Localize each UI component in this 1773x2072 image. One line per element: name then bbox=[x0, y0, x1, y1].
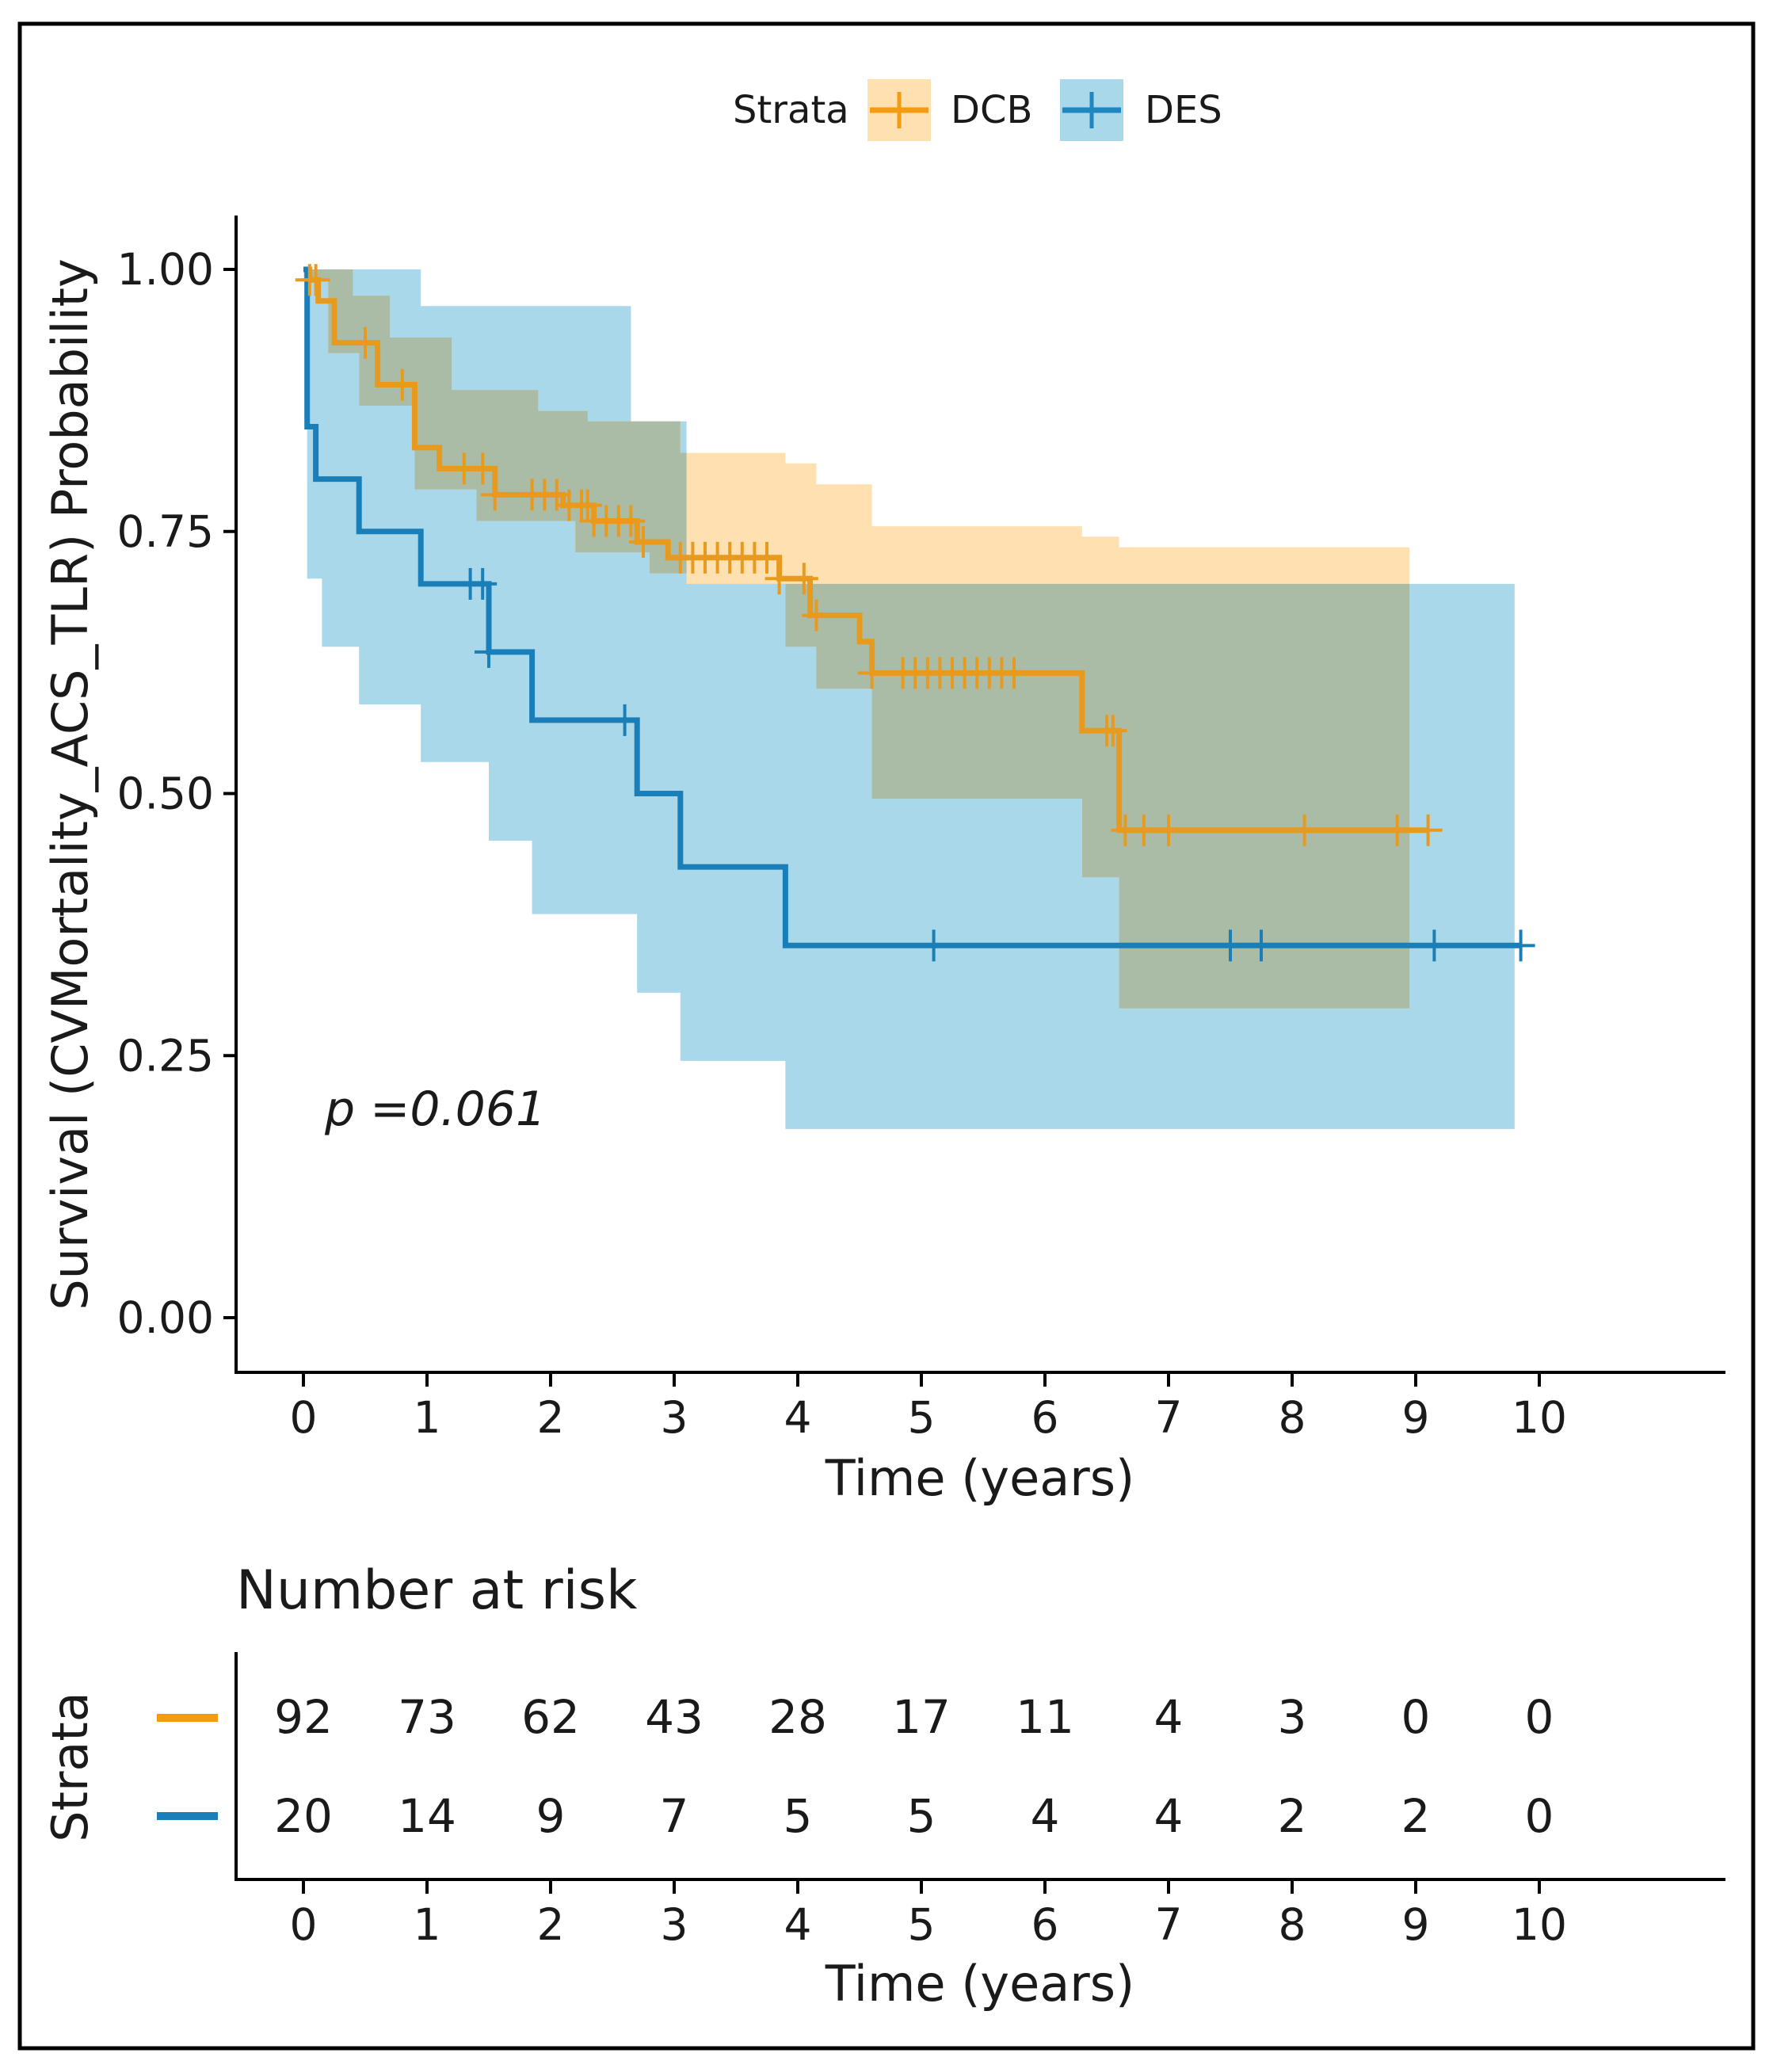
ci-band-overlap bbox=[303, 269, 1410, 1009]
y-tick-label: 0.00 bbox=[117, 1292, 214, 1343]
risk-number-des: 2 bbox=[1401, 1789, 1431, 1843]
x-axis-ticks: 0 1 2 3 4 5 6 7 8 9 10 bbox=[290, 1372, 1567, 1443]
x-tick-label: 3 bbox=[661, 1392, 688, 1443]
risk-table-y-title: Strata bbox=[41, 1692, 99, 1841]
x-tick-label: 10 bbox=[1512, 1392, 1567, 1443]
risk-x-tick-label: 7 bbox=[1155, 1899, 1183, 1950]
legend-label-dcb: DCB bbox=[951, 88, 1032, 132]
risk-x-tick-label: 10 bbox=[1512, 1899, 1567, 1950]
x-tick-label: 0 bbox=[290, 1392, 318, 1443]
y-tick-label: 0.25 bbox=[117, 1030, 214, 1081]
risk-numbers: 92 73 62 43 28 17 11 4 3 0 020 14 9 7 5 5 4 4 2 2 0 bbox=[274, 1690, 1554, 1843]
risk-number-dcb: 0 bbox=[1401, 1690, 1431, 1744]
y-axis-title: Survival (CVMortality_ACS_TLR) Probabili… bbox=[41, 258, 99, 1310]
risk-x-tick-label: 1 bbox=[414, 1899, 441, 1950]
risk-x-tick-label: 5 bbox=[908, 1899, 936, 1950]
risk-number-des: 7 bbox=[660, 1789, 689, 1843]
risk-table: Number at risk Strata 92 73 62 43 28 17 11 4 3 0 0… bbox=[41, 1559, 1725, 2013]
x-tick-label: 8 bbox=[1279, 1392, 1306, 1443]
risk-number-dcb: 0 bbox=[1525, 1690, 1554, 1744]
risk-number-dcb: 4 bbox=[1154, 1690, 1184, 1744]
risk-number-dcb: 17 bbox=[892, 1690, 951, 1744]
plot-area: 1.00 0.75 0.50 0.25 0.00 0 1 2 3 4 5 6 7 8 9 10 Time (… bbox=[41, 216, 1725, 1507]
x-tick-label: 7 bbox=[1155, 1392, 1183, 1443]
risk-x-tick-label: 3 bbox=[661, 1899, 688, 1950]
risk-x-tick-label: 2 bbox=[537, 1899, 565, 1950]
risk-number-des: 20 bbox=[274, 1789, 333, 1843]
y-tick-label: 0.75 bbox=[117, 506, 214, 557]
risk-x-tick-label: 4 bbox=[784, 1899, 812, 1950]
risk-number-des: 5 bbox=[907, 1789, 936, 1843]
risk-number-dcb: 92 bbox=[274, 1690, 333, 1744]
risk-number-des: 4 bbox=[1031, 1789, 1060, 1843]
survival-line-des bbox=[303, 266, 1521, 948]
x-tick-label: 4 bbox=[784, 1392, 812, 1443]
risk-table-title: Number at risk bbox=[236, 1559, 638, 1622]
legend-label-des: DES bbox=[1145, 88, 1222, 132]
risk-number-des: 2 bbox=[1278, 1789, 1307, 1843]
confidence-bands bbox=[303, 269, 1515, 1129]
risk-number-dcb: 11 bbox=[1016, 1690, 1074, 1744]
risk-number-dcb: 3 bbox=[1278, 1690, 1307, 1744]
risk-number-des: 0 bbox=[1525, 1789, 1554, 1843]
risk-x-axis-ticks: 0 1 2 3 4 5 6 7 8 9 10 bbox=[290, 1879, 1567, 1950]
x-tick-label: 6 bbox=[1031, 1392, 1059, 1443]
legend-title: Strata bbox=[733, 88, 849, 132]
risk-number-des: 4 bbox=[1154, 1789, 1184, 1843]
y-axis-ticks: 1.00 0.75 0.50 0.25 0.00 bbox=[117, 244, 236, 1343]
risk-number-dcb: 43 bbox=[645, 1690, 703, 1744]
risk-number-dcb: 62 bbox=[521, 1690, 580, 1744]
x-tick-label: 5 bbox=[908, 1392, 936, 1443]
x-tick-label: 9 bbox=[1402, 1392, 1430, 1443]
censor-marks bbox=[295, 264, 1535, 962]
risk-number-dcb: 73 bbox=[398, 1690, 456, 1744]
x-axis-title: Time (years) bbox=[825, 1449, 1134, 1507]
risk-number-dcb: 28 bbox=[768, 1690, 827, 1744]
risk-number-des: 14 bbox=[398, 1789, 456, 1843]
p-value-annotation: p =0.061 bbox=[324, 1082, 546, 1137]
risk-number-des: 9 bbox=[536, 1789, 566, 1843]
y-tick-label: 0.50 bbox=[117, 769, 214, 819]
risk-x-tick-label: 6 bbox=[1031, 1899, 1059, 1950]
risk-x-tick-label: 9 bbox=[1402, 1899, 1430, 1950]
legend: Strata DCB DES bbox=[733, 79, 1222, 141]
risk-table-x-title: Time (years) bbox=[825, 1955, 1134, 2013]
y-tick-label: 1.00 bbox=[117, 244, 214, 295]
risk-number-des: 5 bbox=[784, 1789, 813, 1843]
risk-x-tick-label: 8 bbox=[1279, 1899, 1306, 1950]
x-tick-label: 2 bbox=[537, 1392, 565, 1443]
x-tick-label: 1 bbox=[414, 1392, 441, 1443]
risk-x-tick-label: 0 bbox=[290, 1899, 318, 1950]
